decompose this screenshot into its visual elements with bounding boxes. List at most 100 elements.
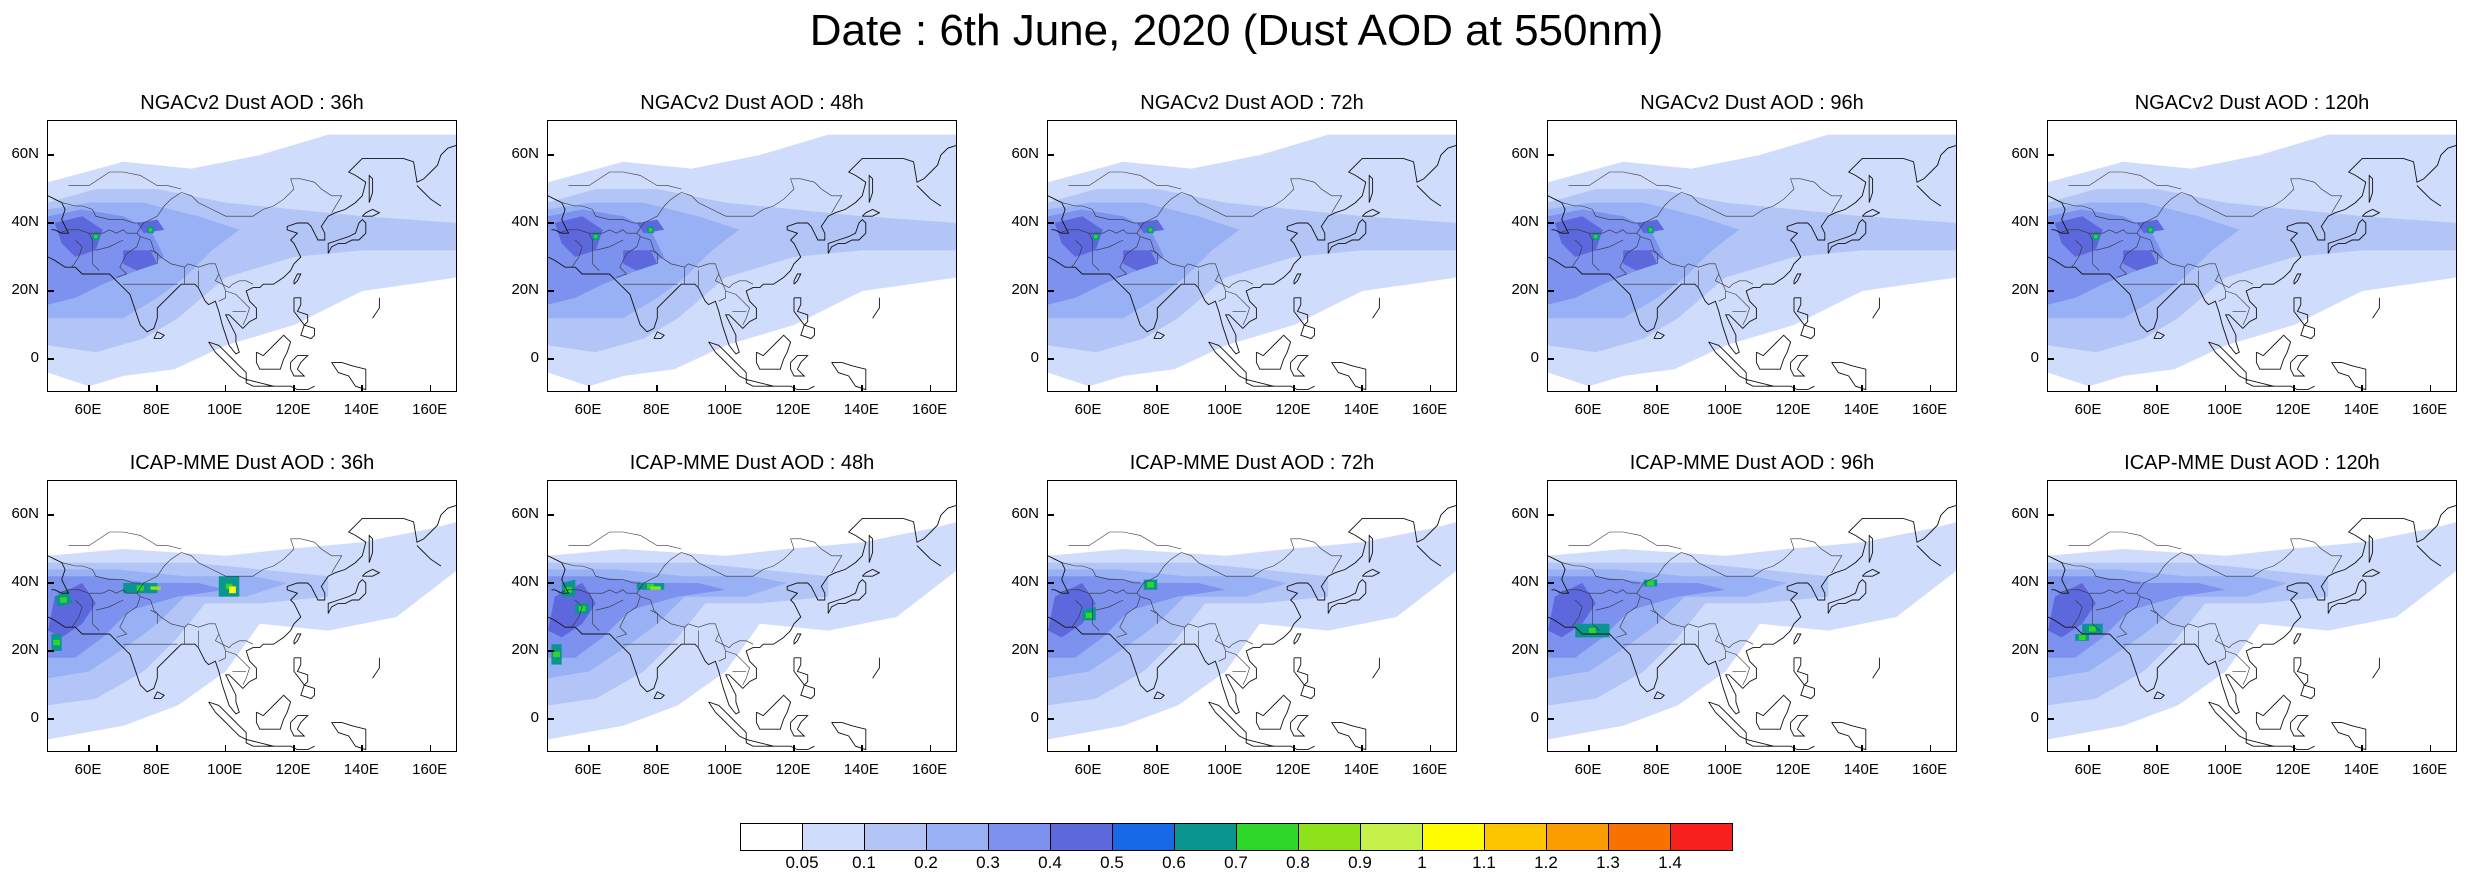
panel-title: NGACv2 Dust AOD : 36h [140, 92, 364, 114]
lat-tick-label: 60N [511, 505, 539, 522]
map-panel: NGACv2 Dust AOD : 72h 60N 40N 20N 0 60E 80E 100… [1011, 92, 1457, 432]
lon-tick-label: 160E [2412, 401, 2448, 418]
coastline [2293, 297, 2315, 340]
coastline [2048, 144, 2456, 355]
lat-tick-label: 60N [2011, 505, 2039, 522]
coastline [1653, 691, 1665, 700]
coastline [1293, 273, 1302, 285]
lat-tick [47, 222, 54, 224]
coastline [1831, 361, 1867, 391]
coastline [2372, 657, 2380, 679]
country-border [1571, 599, 1583, 628]
lon-tick-label: 140E [2343, 761, 2379, 778]
country-border [558, 589, 600, 631]
lon-tick [1588, 385, 1590, 392]
lon-tick-label: 120E [775, 761, 811, 778]
country-border [2218, 633, 2226, 662]
lon-tick [224, 745, 227, 752]
coastline [1153, 691, 1165, 700]
coastline [793, 633, 802, 645]
lon-tick-label: 80E [2142, 401, 2170, 418]
colorbar-label: 0.7 [1224, 853, 1248, 872]
country-border [225, 290, 250, 326]
lat-tick-label: 40N [511, 213, 539, 230]
country-border [2225, 650, 2250, 686]
coastline [2293, 633, 2302, 645]
country-border [1636, 178, 1843, 234]
lat-tick [1047, 358, 1054, 360]
coastline [48, 555, 70, 594]
lon-tick-label: 120E [775, 401, 811, 418]
coastline [2266, 745, 2315, 751]
lon-tick [88, 385, 90, 392]
coastline [416, 185, 442, 207]
coastline [1745, 378, 1774, 387]
lat-tick [547, 582, 554, 584]
coastline [1416, 185, 1442, 207]
lat-tick [1047, 582, 1054, 584]
country-border [150, 609, 158, 624]
lat-tick-label: 20N [1511, 281, 1539, 298]
coastline [1361, 568, 1381, 577]
country-border [61, 202, 141, 224]
coastline [255, 694, 292, 730]
aod-contour-0.7 [60, 597, 67, 603]
lon-tick [2293, 385, 2295, 392]
lon-tick [2088, 385, 2090, 392]
country-border [1725, 290, 1750, 326]
country-border [1650, 609, 1658, 624]
figure-title: Date : 6th June, 2020 (Dust AOD at 550nm… [809, 6, 1664, 55]
country-border [640, 596, 754, 648]
country-border [1650, 249, 1658, 264]
lat-tick [47, 650, 54, 652]
coastline [827, 218, 867, 254]
lon-tick-label: 100E [2207, 761, 2243, 778]
country-border [61, 562, 141, 584]
country-border [650, 609, 658, 624]
lat-tick-label: 60N [2011, 145, 2039, 162]
country-border [640, 236, 754, 288]
lon-tick-label: 80E [1142, 761, 1170, 778]
coastline [790, 355, 809, 377]
country-border [595, 599, 624, 611]
coastline [1266, 745, 1315, 751]
colorbar-swatch [1112, 823, 1175, 851]
coastline [1208, 701, 1247, 741]
map-plot-area [2047, 120, 2457, 392]
country-border [2068, 171, 2182, 190]
coastline [708, 701, 747, 741]
coastline [48, 144, 456, 355]
country-border [140, 596, 254, 648]
coastline [255, 334, 292, 370]
lat-tick [1047, 222, 1054, 224]
lat-tick-label: 20N [1011, 641, 1039, 658]
country-border [1140, 596, 1254, 648]
coastline [2245, 378, 2274, 387]
lon-tick-label: 80E [142, 401, 170, 418]
coastline [368, 174, 374, 203]
coastline [266, 745, 315, 751]
lat-tick-label: 0 [30, 709, 39, 726]
lat-tick [2047, 290, 2054, 292]
lon-tick-label: 160E [912, 761, 948, 778]
country-border [1561, 562, 1641, 584]
lat-tick-label: 40N [1511, 573, 1539, 590]
coastline [368, 534, 374, 563]
country-border [571, 599, 583, 628]
aod-contour-0.4 [2054, 216, 2103, 257]
lon-tick [724, 745, 727, 752]
colorbar-swatch [1360, 823, 1423, 851]
lon-tick [2156, 385, 2158, 392]
dust-aod-field [48, 134, 456, 391]
coastline [1266, 385, 1315, 391]
coastline [548, 555, 570, 594]
panel-title: ICAP-MME Dust AOD : 48h [629, 452, 875, 474]
lon-tick-label: 160E [1412, 401, 1448, 418]
lat-tick [1547, 290, 1554, 292]
lon-tick [1361, 745, 1363, 752]
lat-tick [47, 154, 54, 156]
coastline [745, 738, 774, 747]
lat-tick-label: 20N [511, 281, 539, 298]
coastline [372, 297, 380, 319]
country-border [1068, 171, 1182, 190]
